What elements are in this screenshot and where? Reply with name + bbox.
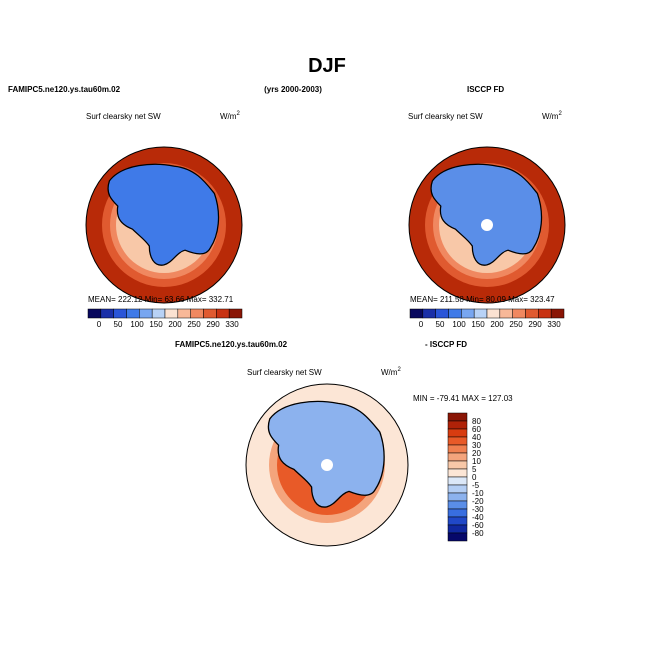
colorbar-box (447, 436, 468, 446)
panel-units: W/m2 (220, 111, 240, 121)
colorbar-box (435, 308, 449, 319)
colorbar-label: -10 (472, 489, 484, 498)
colorbar-label: 10 (472, 457, 481, 466)
colorbar-box (100, 308, 114, 319)
colorbar-box (447, 444, 468, 454)
colorbar-box (177, 308, 191, 319)
colorbar-label: 200 (168, 320, 182, 329)
colorbar-box (409, 308, 424, 319)
colorbar-box (499, 308, 513, 319)
colorbar-box (151, 308, 166, 319)
colorbar-label: 0 (97, 320, 102, 329)
colorbar-label: 330 (225, 320, 239, 329)
colorbar-box (447, 532, 468, 542)
colorbar-box (447, 468, 468, 478)
colorbar-box (525, 308, 539, 319)
colorbar-label: 60 (472, 425, 481, 434)
map-border (85, 146, 243, 304)
colorbar-box (447, 508, 468, 518)
colorbar-box (190, 308, 204, 319)
stats: MEAN= 211.58 Min= 80.09 Max= 323.47 (410, 295, 555, 304)
colorbar-box (447, 500, 468, 510)
colorbar-box (550, 308, 565, 319)
colorbar-box (139, 308, 153, 319)
colorbar-box (126, 308, 140, 319)
colorbar-label: 150 (149, 320, 163, 329)
colorbar-label: 200 (490, 320, 504, 329)
panel-label: Surf clearsky net SW (408, 112, 483, 121)
header-left: FAMIPC5.ne120.ys.tau60m.02 (8, 85, 121, 94)
colorbar-box (447, 524, 468, 534)
colorbar-box (538, 308, 552, 319)
colorbar-box (447, 516, 468, 526)
colorbar-label: 50 (436, 320, 445, 329)
colorbar-label: 30 (472, 441, 481, 450)
colorbar-label: 40 (472, 433, 481, 442)
map (246, 384, 408, 546)
colorbar-label: 290 (528, 320, 542, 329)
panel-units: W/m2 (542, 111, 562, 121)
map-border (408, 146, 566, 304)
diff-header-left: FAMIPC5.ne120.ys.tau60m.02 (175, 340, 288, 349)
colorbar-label: 100 (130, 320, 144, 329)
header-right: ISCCP FD (467, 85, 504, 94)
colorbar-label: -5 (472, 481, 480, 490)
colorbar-label: -20 (472, 497, 484, 506)
colorbar-box (448, 308, 462, 319)
colorbar-label: 150 (471, 320, 485, 329)
colorbar-box (113, 308, 127, 319)
colorbar-box (447, 452, 468, 462)
colorbar-label: 250 (509, 320, 523, 329)
colorbar-label: 250 (187, 320, 201, 329)
colorbar-box (447, 492, 468, 502)
colorbar-box (203, 308, 217, 319)
colorbar-box (473, 308, 488, 319)
map-border (245, 383, 409, 547)
colorbar-label: -40 (472, 513, 484, 522)
colorbar: 0 50 100 150 200 250 290 330 (87, 308, 243, 329)
colorbar-label: 80 (472, 417, 481, 426)
colorbar-label: 0 (419, 320, 424, 329)
map (86, 147, 242, 303)
colorbar-box (447, 484, 468, 494)
colorbar-box (422, 308, 436, 319)
colorbar-box (447, 476, 468, 486)
panel-label: Surf clearsky net SW (86, 112, 161, 121)
colorbar-label: 0 (472, 473, 477, 482)
header-center: (yrs 2000-2003) (264, 85, 322, 94)
panel-label: Surf clearsky net SW (247, 368, 322, 377)
colorbar-box (164, 308, 179, 319)
title: DJF (308, 55, 346, 77)
colorbar-box (486, 308, 501, 319)
colorbar-label: 20 (472, 449, 481, 458)
diff-header-right: - ISCCP FD (425, 340, 467, 349)
colorbar-label: 50 (114, 320, 123, 329)
colorbar-label: 330 (547, 320, 561, 329)
colorbar-box (447, 460, 468, 470)
stats: MIN = -79.41 MAX = 127.03 (413, 394, 513, 403)
map (409, 147, 565, 303)
colorbar-label: -30 (472, 505, 484, 514)
colorbar-box (461, 308, 475, 319)
colorbar-label: 100 (452, 320, 466, 329)
stats: MEAN= 222.12 Min= 63.66 Max= 332.71 (88, 295, 234, 304)
colorbar-label: 5 (472, 465, 477, 474)
colorbar-box (447, 412, 468, 422)
colorbar-box (216, 308, 230, 319)
colorbar-label: -80 (472, 529, 484, 538)
panel-units: W/m2 (381, 367, 401, 377)
colorbar-box (447, 420, 468, 430)
colorbar-label: 290 (206, 320, 220, 329)
colorbar-label: -60 (472, 521, 484, 530)
colorbar-box (228, 308, 243, 319)
colorbar: 0 50 100 150 200 250 290 330 (409, 308, 565, 329)
colorbar-box (87, 308, 102, 319)
colorbar-box (512, 308, 526, 319)
colorbar-box (447, 428, 468, 438)
